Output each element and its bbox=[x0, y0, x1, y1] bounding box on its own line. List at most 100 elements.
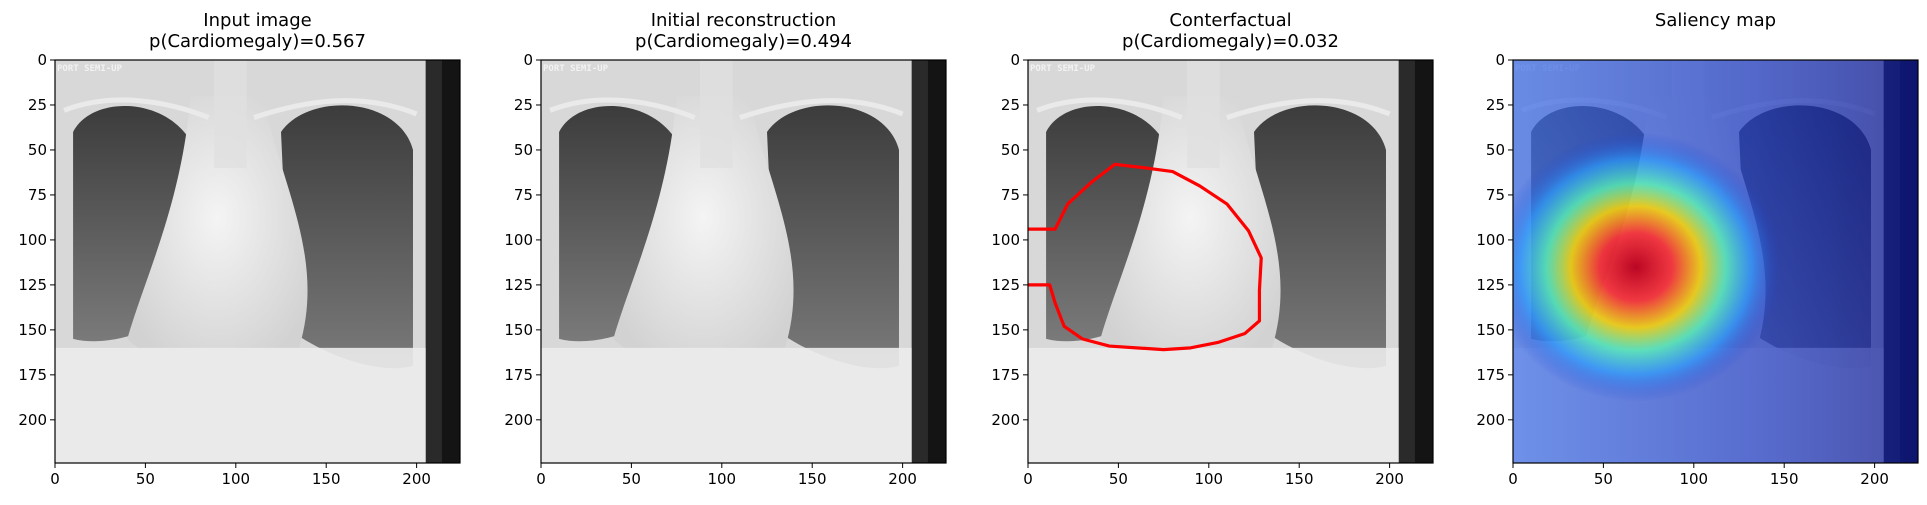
x-tick-label: 150 bbox=[1285, 470, 1314, 488]
y-tick-label: 75 bbox=[514, 186, 533, 204]
y-tick-label: 25 bbox=[1486, 96, 1505, 114]
x-tick-label: 200 bbox=[1375, 470, 1404, 488]
left-clavicle bbox=[1036, 97, 1183, 120]
y-tick-label: 0 bbox=[523, 51, 533, 69]
panel-title: Saliency map bbox=[1655, 10, 1776, 31]
y-tick-label: 175 bbox=[1476, 366, 1505, 384]
y-tick-label: 25 bbox=[514, 96, 533, 114]
left-clavicle bbox=[549, 97, 696, 120]
y-tick-label: 75 bbox=[28, 186, 47, 204]
panel-3: PORT SEMI-UP Conterfactualp(Cardiomegaly)… bbox=[991, 10, 1434, 488]
panel-image: PORT SEMI-UP bbox=[1513, 60, 1918, 463]
panel-1: PORT SEMI-UP Input imagep(Cardiomegaly)=0… bbox=[18, 10, 461, 488]
y-tick-label: 75 bbox=[1001, 186, 1020, 204]
spine bbox=[700, 60, 733, 168]
panel-title: p(Cardiomegaly)=0.567 bbox=[149, 31, 366, 52]
y-tick-label: 200 bbox=[1476, 411, 1505, 429]
panel-4: PORT SEMI-UP Saliency map 0 50 100 150 200 0 25 5… bbox=[1476, 10, 1919, 488]
axes-frame bbox=[1027, 59, 1434, 464]
y-tick-label: 200 bbox=[991, 411, 1020, 429]
x-tick-label: 0 bbox=[50, 470, 60, 488]
x-tick-label: 150 bbox=[798, 470, 827, 488]
x-tick-label: 200 bbox=[402, 470, 431, 488]
right-clavicle bbox=[253, 98, 418, 120]
xray-edge-outer bbox=[927, 60, 946, 463]
axes-frame bbox=[1512, 59, 1919, 464]
panel-image: PORT SEMI-UP bbox=[541, 60, 946, 463]
y-tick-label: 100 bbox=[991, 231, 1020, 249]
y-tick-label: 150 bbox=[991, 321, 1020, 339]
x-tick-label: 0 bbox=[1508, 470, 1518, 488]
heart-shadow bbox=[613, 95, 794, 368]
right-lung bbox=[767, 105, 899, 369]
y-tick-label: 175 bbox=[18, 366, 47, 384]
x-tick-label: 100 bbox=[1194, 470, 1223, 488]
x-tick-label: 50 bbox=[1594, 470, 1613, 488]
y-tick-label: 150 bbox=[18, 321, 47, 339]
xray-burned-in-text: PORT SEMI-UP bbox=[57, 64, 123, 74]
axes-frame bbox=[540, 59, 947, 464]
xray-edge-outer bbox=[441, 60, 460, 463]
y-tick-label: 0 bbox=[37, 51, 47, 69]
xray-edge-outer bbox=[1414, 60, 1433, 463]
y-tick-label: 0 bbox=[1495, 51, 1505, 69]
x-tick-label: 200 bbox=[888, 470, 917, 488]
panel-title: p(Cardiomegaly)=0.494 bbox=[635, 31, 852, 52]
x-tick-label: 50 bbox=[1109, 470, 1128, 488]
axes-frame bbox=[54, 59, 461, 464]
y-tick-label: 125 bbox=[18, 276, 47, 294]
spine bbox=[1187, 60, 1220, 168]
x-tick-label: 150 bbox=[312, 470, 341, 488]
x-tick-label: 0 bbox=[536, 470, 546, 488]
left-clavicle bbox=[63, 97, 210, 120]
y-tick-label: 125 bbox=[991, 276, 1020, 294]
x-tick-label: 100 bbox=[1679, 470, 1708, 488]
y-tick-label: 50 bbox=[514, 141, 533, 159]
y-tick-label: 150 bbox=[1476, 321, 1505, 339]
panel-title: Input image bbox=[203, 10, 311, 31]
y-tick-label: 25 bbox=[28, 96, 47, 114]
panel-title: p(Cardiomegaly)=0.032 bbox=[1122, 31, 1339, 52]
y-tick-label: 50 bbox=[28, 141, 47, 159]
y-tick-label: 175 bbox=[991, 366, 1020, 384]
y-tick-label: 150 bbox=[504, 321, 533, 339]
y-tick-label: 125 bbox=[504, 276, 533, 294]
y-tick-label: 50 bbox=[1001, 141, 1020, 159]
y-tick-label: 200 bbox=[504, 411, 533, 429]
panel-title: Conterfactual bbox=[1169, 10, 1291, 31]
x-tick-label: 100 bbox=[221, 470, 250, 488]
right-clavicle bbox=[1226, 98, 1391, 120]
panel-title: Initial reconstruction bbox=[651, 10, 837, 31]
x-tick-label: 50 bbox=[622, 470, 641, 488]
y-tick-label: 25 bbox=[1001, 96, 1020, 114]
x-tick-label: 150 bbox=[1770, 470, 1799, 488]
heart-shadow bbox=[127, 95, 308, 368]
x-tick-label: 0 bbox=[1023, 470, 1033, 488]
x-tick-label: 200 bbox=[1860, 470, 1889, 488]
y-tick-label: 200 bbox=[18, 411, 47, 429]
x-tick-label: 50 bbox=[136, 470, 155, 488]
y-tick-label: 100 bbox=[1476, 231, 1505, 249]
panel-image: PORT SEMI-UP bbox=[1028, 60, 1433, 463]
abdomen bbox=[1028, 347, 1399, 463]
xray-burned-in-text: PORT SEMI-UP bbox=[1030, 64, 1096, 74]
panel-2: PORT SEMI-UP Initial reconstructionp(Card… bbox=[504, 10, 947, 488]
counterfactual-contour bbox=[1028, 162, 1263, 352]
spine bbox=[214, 60, 247, 168]
xray-burned-in-text: PORT SEMI-UP bbox=[543, 64, 609, 74]
abdomen bbox=[55, 347, 426, 463]
y-tick-label: 175 bbox=[504, 366, 533, 384]
right-lung bbox=[1254, 105, 1386, 369]
y-tick-label: 0 bbox=[1010, 51, 1020, 69]
panel-image: PORT SEMI-UP bbox=[55, 60, 460, 463]
y-tick-label: 100 bbox=[504, 231, 533, 249]
right-clavicle bbox=[739, 98, 904, 120]
y-tick-label: 125 bbox=[1476, 276, 1505, 294]
saliency-hotspot bbox=[1513, 132, 1781, 402]
right-lung bbox=[281, 105, 413, 369]
y-tick-label: 100 bbox=[18, 231, 47, 249]
abdomen bbox=[541, 347, 912, 463]
x-tick-label: 100 bbox=[707, 470, 736, 488]
y-tick-label: 75 bbox=[1486, 186, 1505, 204]
